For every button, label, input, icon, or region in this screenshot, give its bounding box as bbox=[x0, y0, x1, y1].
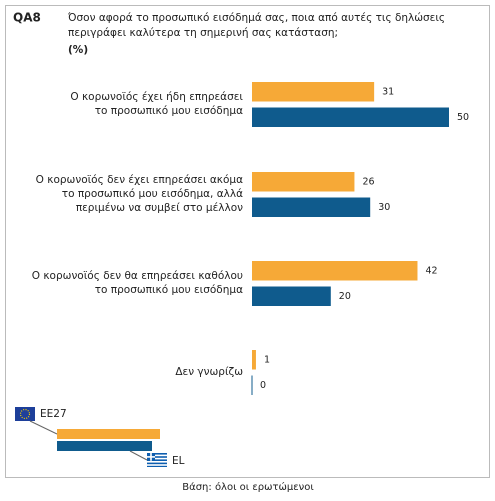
category-label: το προσωπικό μου εισόδημα bbox=[95, 284, 243, 296]
value-label: 50 bbox=[457, 112, 469, 123]
value-label: 30 bbox=[378, 202, 390, 213]
bar bbox=[252, 82, 375, 102]
value-label: 26 bbox=[362, 176, 374, 187]
legend-connector bbox=[129, 450, 148, 461]
legend-swatch bbox=[57, 429, 160, 439]
category-label: το προσωπικό μου εισόδημα, αλλά bbox=[62, 188, 243, 200]
legend-label: EL bbox=[172, 455, 185, 467]
value-label: 20 bbox=[339, 291, 351, 302]
legend-connector bbox=[29, 420, 58, 435]
bar bbox=[252, 107, 449, 127]
note: Βάση: όλοι οι ερωτώμενοι bbox=[182, 481, 314, 493]
category-label: το προσωπικό μου εισόδημα bbox=[95, 105, 243, 117]
value-label: 42 bbox=[425, 265, 437, 276]
unit: (%) bbox=[68, 44, 88, 56]
frame bbox=[5, 5, 490, 478]
eu-flag bbox=[15, 407, 35, 421]
value-label: 0 bbox=[260, 380, 266, 391]
category-label: Ο κορωνοϊός έχει ήδη επηρεάσει bbox=[70, 91, 243, 103]
bar bbox=[252, 286, 331, 306]
category-label: Ο κορωνοϊός δεν έχει επηρεάσει ακόμα bbox=[36, 174, 243, 186]
value-label: 1 bbox=[264, 354, 270, 365]
value-label: 31 bbox=[382, 86, 394, 97]
category-label: περιμένω να συμβεί στο μέλλον bbox=[76, 202, 243, 214]
greek-flag bbox=[147, 453, 167, 467]
category-label: Ο κορωνοϊός δεν θα επηρεάσει καθόλου bbox=[32, 270, 243, 282]
bar bbox=[252, 261, 418, 281]
bar bbox=[252, 350, 256, 370]
question-id: QA8 bbox=[13, 11, 41, 25]
category-label: Δεν γνωρίζω bbox=[175, 366, 243, 378]
title-line: Όσον αφορά το προσωπικό εισόδημά σας, πο… bbox=[67, 12, 445, 24]
bar bbox=[252, 197, 371, 217]
title-line: περιγράφει καλύτερα τη σημερινή σας κατά… bbox=[68, 27, 338, 39]
legend-swatch bbox=[57, 441, 152, 451]
bar bbox=[252, 172, 355, 192]
legend-label: EE27 bbox=[40, 408, 67, 420]
